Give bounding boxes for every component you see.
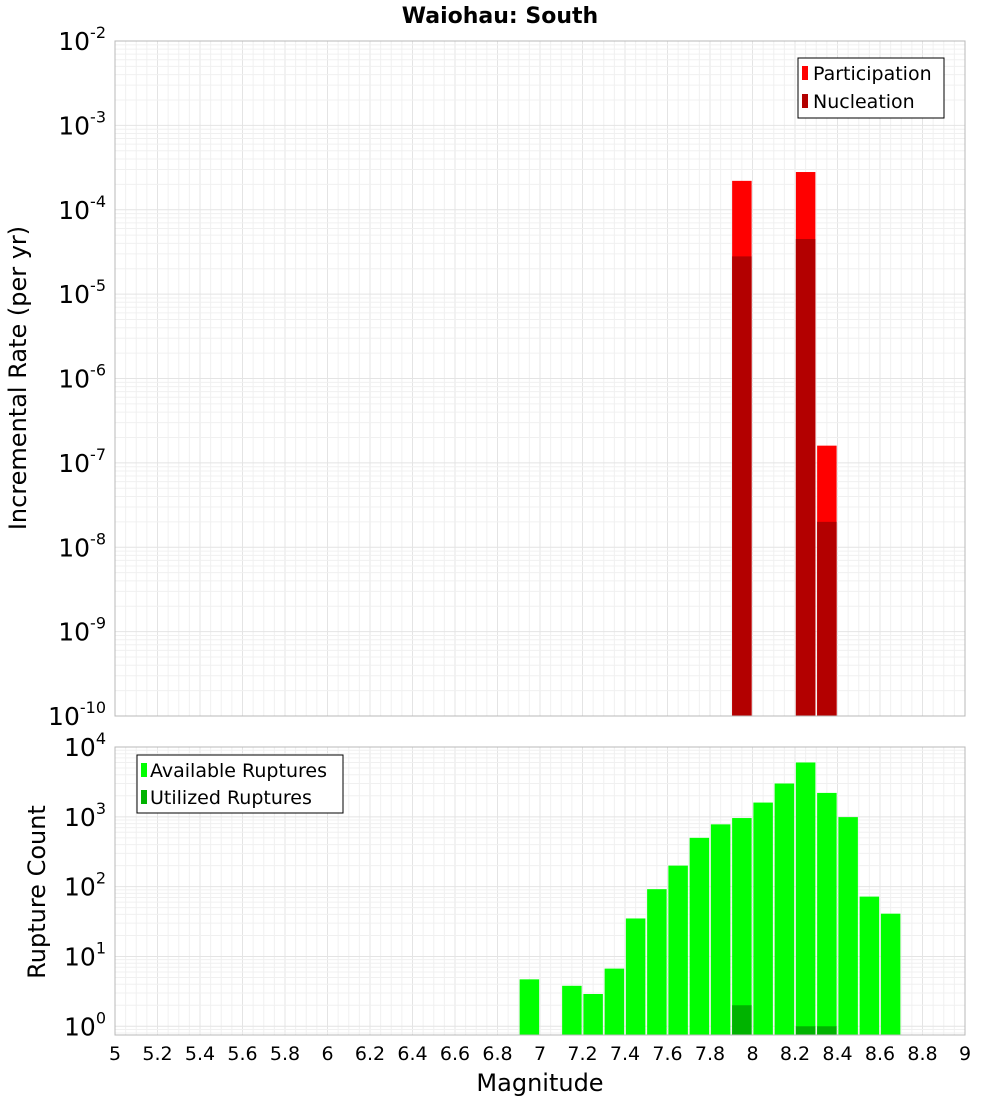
x-tick-label: 7.2 (567, 1043, 597, 1065)
top-bars (732, 172, 837, 716)
x-tick-label: 8.4 (822, 1043, 852, 1065)
x-tick-label: 5.8 (270, 1043, 300, 1065)
x-tick-label: 8.6 (865, 1043, 895, 1065)
x-tick-label: 6 (321, 1043, 333, 1065)
available-ruptures-bar-8.65 (880, 913, 901, 1035)
x-tick-label: 9 (959, 1043, 971, 1065)
bottom-y-axis-label: Rupture Count (23, 805, 51, 979)
top-y-tick-label: 10-8 (58, 529, 106, 562)
available-ruptures-bar-7.25 (583, 993, 603, 1035)
available-ruptures-bar-7.15 (562, 985, 582, 1035)
available-ruptures-bar-8.15 (774, 783, 795, 1035)
bottom-y-tick-label: 101 (64, 938, 106, 971)
utilized-ruptures-bar-8.25 (795, 1026, 816, 1035)
legend-swatch-utilized-ruptures (141, 790, 147, 804)
available-ruptures-bar-7.75 (689, 837, 710, 1035)
nucleation-bar-8.35 (817, 521, 837, 716)
bottom-y-tick-labels: 100 101 102 103 104 (64, 729, 106, 1041)
x-tick-label: 8.8 (907, 1043, 937, 1065)
legend-swatch-participation (802, 66, 808, 80)
bottom-legend: Available Ruptures Utilized Ruptures (136, 754, 344, 814)
available-ruptures-bar-7.35 (604, 968, 625, 1035)
top-y-tick-label: 10-7 (58, 445, 106, 478)
legend-label-nucleation: Nucleation (813, 91, 915, 113)
x-tick-labels: 5 5.2 5.4 5.6 5.8 6 6.2 6.4 6.6 6.8 7 7.2 7.4 7.6 7.8 8… (109, 1043, 971, 1065)
top-legend-box (797, 57, 945, 119)
x-tick-label: 8 (746, 1043, 758, 1065)
x-tick-label: 7 (534, 1043, 546, 1065)
incremental-rate-panel: 10-10 10-9 10-8 10-7 10-6 10-5 10-4 10-3 10-2 In… (4, 23, 966, 731)
rupture-count-panel: 100 101 102 103 104 5 5.2 5.4 5.6 5.8 6 6.2 6.4 6.6 6… (23, 729, 971, 1097)
available-ruptures-bar-7.65 (668, 865, 688, 1035)
top-y-tick-label: 10-10 (48, 698, 106, 731)
x-tick-label: 7.6 (652, 1043, 682, 1065)
x-tick-label: 8.2 (780, 1043, 810, 1065)
legend-swatch-available-ruptures (141, 763, 147, 777)
bottom-y-tick-label: 102 (64, 869, 106, 902)
nucleation-bar-7.95 (732, 256, 752, 716)
x-tick-label: 6.2 (355, 1043, 385, 1065)
available-ruptures-bar-8.35 (817, 792, 837, 1035)
top-y-tick-label: 10-4 (58, 192, 106, 225)
legend-label-available-ruptures: Available Ruptures (150, 760, 327, 782)
available-ruptures-bar-8.55 (859, 896, 880, 1035)
available-ruptures-bar-7.45 (625, 918, 646, 1035)
x-tick-label: 5.4 (185, 1043, 215, 1065)
x-tick-label: 5 (109, 1043, 121, 1065)
top-y-tick-label: 10-9 (58, 614, 106, 647)
bottom-plot-frame (114, 746, 966, 1036)
x-axis-label: Magnitude (476, 1069, 603, 1097)
legend-label-participation: Participation (813, 63, 932, 85)
nucleation-bar-8.25 (795, 239, 816, 716)
bottom-y-tick-label: 104 (64, 729, 106, 762)
bottom-legend-box (136, 754, 344, 814)
legend-swatch-nucleation (802, 94, 808, 108)
top-y-tick-label: 10-5 (58, 276, 106, 309)
chart-title: Waiohau: South (402, 4, 598, 29)
available-ruptures-bar-7.85 (710, 824, 731, 1035)
top-plot-frame (114, 40, 966, 717)
x-tick-label: 6.8 (482, 1043, 512, 1065)
bottom-y-tick-label: 103 (64, 799, 106, 832)
top-y-axis-label: Incremental Rate (per yr) (4, 226, 32, 530)
top-grid (114, 41, 966, 717)
x-tick-label: 6.4 (397, 1043, 427, 1065)
top-y-tick-label: 10-3 (58, 107, 106, 140)
bottom-y-tick-label: 100 (64, 1008, 106, 1041)
x-tick-label: 6.6 (440, 1043, 470, 1065)
available-ruptures-bar-8.45 (838, 817, 858, 1035)
top-y-tick-label: 10-2 (58, 23, 106, 56)
available-ruptures-bar-8.25 (795, 762, 816, 1035)
available-ruptures-bar-7.95 (732, 818, 752, 1035)
utilized-ruptures-bar-8.35 (817, 1026, 837, 1035)
x-tick-label: 7.4 (610, 1043, 640, 1065)
utilized-ruptures-bar-7.95 (732, 1005, 752, 1035)
bottom-bars (519, 762, 901, 1035)
available-ruptures-bar-7.55 (647, 889, 667, 1035)
top-y-tick-label: 10-6 (58, 361, 106, 394)
legend-label-utilized-ruptures: Utilized Ruptures (150, 787, 312, 809)
x-tick-label: 7.8 (695, 1043, 725, 1065)
top-y-tick-labels: 10-10 10-9 10-8 10-7 10-6 10-5 10-4 10-3 10-2 (48, 23, 106, 731)
available-ruptures-bar-6.95 (519, 979, 540, 1035)
x-tick-label: 5.6 (227, 1043, 257, 1065)
x-tick-label: 5.2 (142, 1043, 172, 1065)
top-legend: Participation Nucleation (797, 57, 945, 119)
available-ruptures-bar-8.05 (753, 802, 773, 1035)
